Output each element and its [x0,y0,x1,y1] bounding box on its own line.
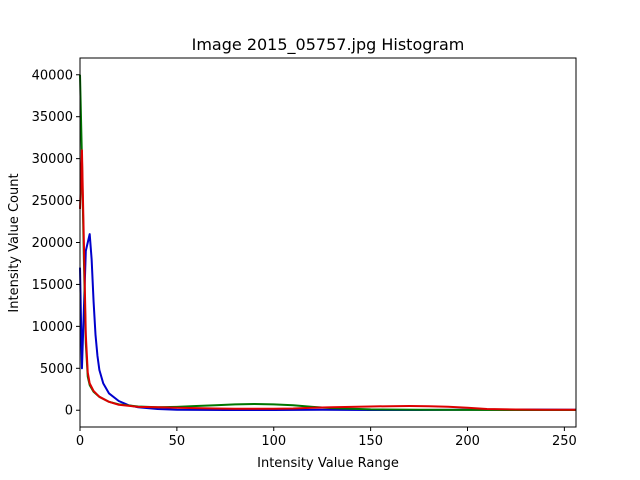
plot-background [80,58,576,427]
y-tick-label: 40000 [32,68,73,83]
y-tick-label: 5000 [40,362,73,377]
y-axis: 0 5000 10000 15000 20000 25000 30000 35000 40000 [32,68,80,419]
plot-area [79,57,577,428]
y-tick-label: 0 [65,404,73,419]
x-tick-label: 100 [261,434,286,449]
y-tick-label: 30000 [32,152,73,167]
x-tick-label: 150 [358,434,383,449]
x-tick-label: 0 [76,434,84,449]
x-axis-label: Intensity Value Range [257,456,399,471]
y-tick-label: 15000 [32,278,73,293]
x-tick-label: 250 [552,434,577,449]
x-tick-label: 50 [169,434,186,449]
y-tick-label: 35000 [32,110,73,125]
chart-title: Image 2015_05757.jpg Histogram [192,35,465,55]
x-tick-label: 200 [455,434,480,449]
y-tick-label: 10000 [32,320,73,335]
y-tick-label: 20000 [32,236,73,251]
series-layer [79,74,577,412]
series-line-2 [79,149,577,411]
x-axis: 0 50 100 150 200 250 [76,427,577,449]
y-tick-label: 25000 [32,194,73,209]
y-axis-label: Intensity Value Count [7,173,22,312]
